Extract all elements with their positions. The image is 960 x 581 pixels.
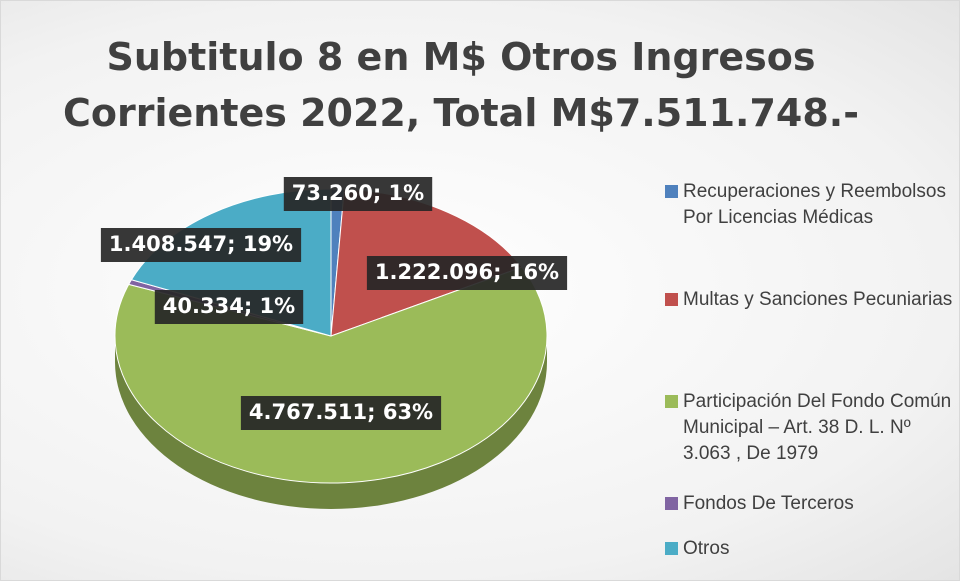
data-label-text: 73.260; 1%: [292, 181, 424, 205]
legend-item: Fondos De Terceros: [663, 491, 953, 517]
legend-label: Recuperaciones y Reembolsos Por Licencia…: [683, 181, 946, 228]
data-label-text: 1.408.547; 19%: [109, 232, 293, 256]
chart-title: Subtitulo 8 en M$ Otros Ingresos Corrien…: [63, 35, 859, 135]
legend-label: Multas y Sanciones Pecuniarias: [683, 289, 953, 310]
data-label: 4.767.511; 63%: [240, 396, 442, 430]
data-label-box: [154, 290, 304, 324]
legend-swatch: [665, 293, 678, 306]
data-label-text: 4.767.511; 63%: [249, 400, 433, 424]
data-label: 1.408.547; 19%: [100, 228, 302, 262]
pie-slice-side: [115, 336, 547, 509]
data-label-box: [366, 256, 568, 290]
legend-label: Fondos De Terceros: [683, 493, 854, 514]
data-label-box: [240, 396, 442, 430]
legend-item: Recuperaciones y Reembolsos Por Licencia…: [663, 179, 953, 231]
legend-item: Participación Del Fondo Común Municipal …: [663, 389, 953, 467]
data-label: 73.260; 1%: [283, 177, 433, 211]
data-label-text: 40.334; 1%: [163, 294, 295, 318]
legend-swatch: [665, 542, 678, 555]
legend-swatch: [665, 185, 678, 198]
legend-item: Otros: [663, 536, 953, 562]
data-label-box: [100, 228, 302, 262]
legend-item: Multas y Sanciones Pecuniarias: [663, 287, 953, 313]
data-label: 40.334; 1%: [154, 290, 304, 324]
data-label: 1.222.096; 16%: [366, 256, 568, 290]
data-label-box: [283, 177, 433, 211]
legend-label: Participación Del Fondo Común Municipal …: [683, 391, 952, 464]
legend-label: Otros: [683, 538, 730, 559]
legend-swatch: [665, 395, 678, 408]
data-label-text: 1.222.096; 16%: [375, 260, 559, 284]
legend-swatch: [665, 497, 678, 510]
